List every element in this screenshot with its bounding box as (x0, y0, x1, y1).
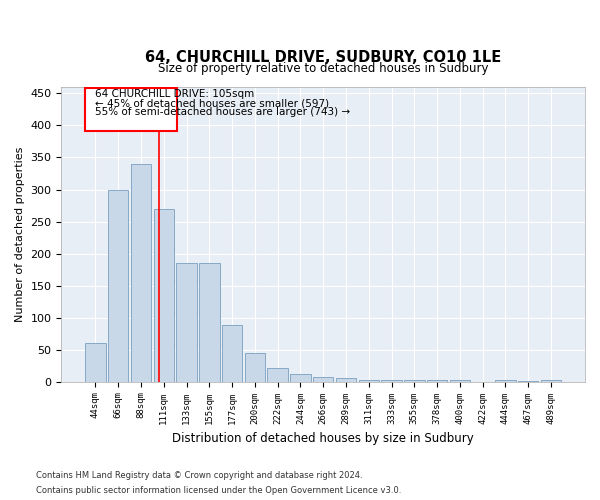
Bar (199, 263, 220, 382)
Bar (176, 263, 197, 382)
Bar (427, 380, 448, 382)
Bar (381, 380, 402, 382)
Bar (541, 380, 561, 382)
Bar (131, 164, 151, 382)
Bar (359, 380, 379, 382)
Text: 64 CHURCHILL DRIVE: 105sqm: 64 CHURCHILL DRIVE: 105sqm (95, 90, 255, 100)
FancyBboxPatch shape (85, 88, 178, 131)
Bar (495, 380, 515, 382)
Title: 64, CHURCHILL DRIVE, SUDBURY, CO10 1LE: 64, CHURCHILL DRIVE, SUDBURY, CO10 1LE (145, 50, 502, 65)
Bar (518, 381, 538, 382)
Bar (313, 376, 334, 382)
Text: Contains public sector information licensed under the Open Government Licence v3: Contains public sector information licen… (36, 486, 401, 495)
Bar (336, 378, 356, 382)
Bar (85, 344, 106, 382)
Y-axis label: Number of detached properties: Number of detached properties (15, 146, 25, 322)
Text: Contains HM Land Registry data © Crown copyright and database right 2024.: Contains HM Land Registry data © Crown c… (36, 471, 362, 480)
Bar (108, 190, 128, 382)
Text: ← 45% of detached houses are smaller (597): ← 45% of detached houses are smaller (59… (95, 98, 329, 108)
Bar (449, 380, 470, 382)
Text: 55% of semi-detached houses are larger (743) →: 55% of semi-detached houses are larger (… (95, 107, 350, 117)
Text: Size of property relative to detached houses in Sudbury: Size of property relative to detached ho… (158, 62, 488, 75)
X-axis label: Distribution of detached houses by size in Sudbury: Distribution of detached houses by size … (172, 432, 474, 445)
Bar (245, 353, 265, 382)
Bar (222, 326, 242, 382)
Bar (290, 374, 311, 382)
Bar (404, 380, 425, 382)
Bar (268, 368, 288, 382)
Bar (154, 208, 174, 382)
